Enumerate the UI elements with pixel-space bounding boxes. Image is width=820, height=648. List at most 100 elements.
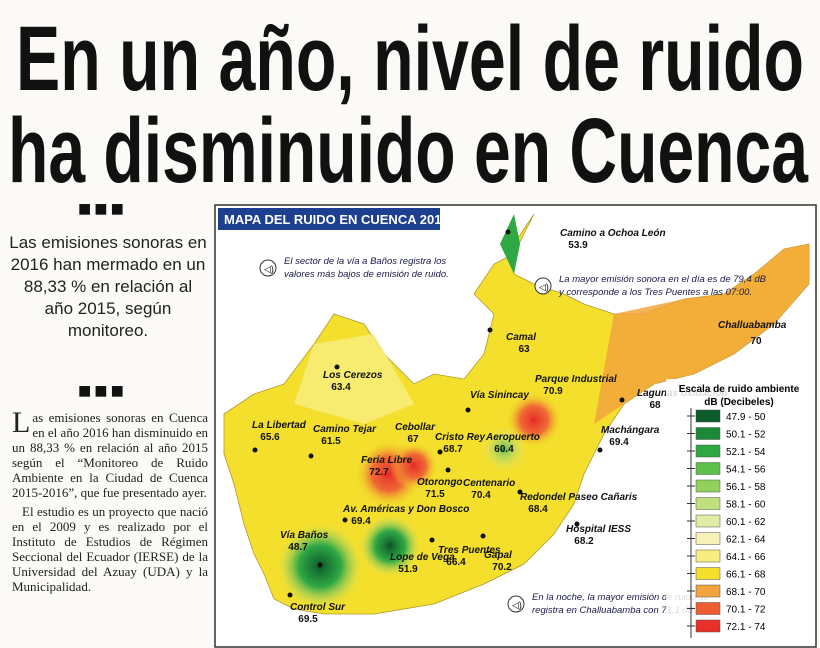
place-name: Camino Tejar bbox=[313, 424, 377, 435]
place-value: 68.7 bbox=[443, 444, 463, 455]
place-name: Redondel Paseo Cañaris bbox=[520, 492, 638, 503]
legend-swatch bbox=[695, 532, 721, 545]
place-value: 70.2 bbox=[492, 562, 512, 573]
legend: Escala de ruido ambiente dB (Decibeles) 47… bbox=[666, 379, 812, 644]
separator: ■■■ bbox=[78, 196, 127, 221]
place-dot bbox=[429, 537, 435, 543]
place-dot bbox=[517, 489, 523, 495]
legend-title: Escala de ruido ambiente bbox=[679, 384, 800, 395]
map-title-bar bbox=[218, 208, 440, 230]
place-value: 69.5 bbox=[298, 614, 318, 625]
place-value: 61.5 bbox=[321, 436, 341, 447]
place-name: Hospital IESS bbox=[566, 524, 631, 535]
place-dot bbox=[317, 562, 323, 568]
place-value: 70.9 bbox=[543, 386, 563, 397]
place-name: Aeropuerto bbox=[485, 432, 540, 443]
legend-label: 72.1 - 74 bbox=[726, 622, 766, 633]
headline-line: ha disminuido en Cuenca bbox=[8, 100, 809, 200]
place-dot bbox=[410, 462, 416, 468]
place-name: Feria Libre bbox=[361, 455, 413, 466]
place-value: 68 bbox=[649, 400, 661, 411]
place-name: Lope de Vega bbox=[390, 552, 455, 563]
place-value: 68.4 bbox=[528, 504, 548, 515]
place-dot bbox=[342, 517, 348, 523]
place-value: 51.9 bbox=[398, 564, 418, 575]
place-dot bbox=[480, 533, 486, 539]
place-name: Av. Américas y Don Bosco bbox=[342, 504, 469, 515]
paragraph: El estudio es un proyecto que nació en e… bbox=[12, 504, 208, 594]
note-line: La mayor emisión sonora en el día es de … bbox=[559, 274, 767, 285]
place-name: Challuabamba bbox=[718, 320, 787, 331]
place-name: Gapal bbox=[484, 550, 512, 561]
place-dot bbox=[437, 449, 443, 455]
note-line: El sector de la vía a Baños registra los bbox=[284, 256, 446, 267]
place-name: Vía Baños bbox=[280, 530, 329, 541]
place-dot bbox=[465, 407, 471, 413]
legend-box bbox=[666, 379, 812, 644]
legend-swatch bbox=[695, 567, 721, 580]
place-name: Centenario bbox=[463, 478, 515, 489]
place-value: 71.5 bbox=[425, 489, 445, 500]
legend-swatch bbox=[695, 584, 721, 598]
place-name: Control Sur bbox=[290, 602, 346, 613]
place-value: 60.4 bbox=[494, 444, 514, 455]
speaker-icon bbox=[507, 595, 525, 613]
legend-label: 54.1 - 56 bbox=[726, 465, 766, 476]
headline: En un año, nivel de ruido ha disminuido … bbox=[8, 8, 809, 200]
note-line: En la noche, la mayor emisión de ruido s… bbox=[532, 592, 709, 603]
place-name: Parque Industrial bbox=[535, 374, 617, 385]
place-dot bbox=[252, 447, 258, 453]
paragraph: Las emisiones sonoras en Cuenca en el añ… bbox=[12, 406, 208, 500]
speaker-glyph: ◁) bbox=[512, 600, 522, 610]
legend-label: 66.1 - 68 bbox=[726, 570, 766, 581]
legend-label: 58.1 - 60 bbox=[726, 500, 766, 511]
place-dot bbox=[334, 364, 340, 370]
place-value: 67 bbox=[407, 434, 419, 445]
legend-swatch bbox=[695, 409, 721, 423]
legend-title: dB (Decibeles) bbox=[704, 397, 773, 408]
place-dot bbox=[597, 447, 603, 453]
legend-label: 52.1 - 54 bbox=[726, 447, 766, 458]
legend-label: 62.1 - 64 bbox=[726, 535, 766, 546]
place-dot bbox=[619, 397, 625, 403]
note-line: registra en Challuabamba con 71,1 dB. bbox=[532, 605, 697, 616]
legend-swatch bbox=[695, 462, 721, 475]
legend-swatch bbox=[695, 619, 721, 633]
place-dot bbox=[487, 327, 493, 333]
article-body: Las emisiones sonoras en Cuenca en el añ… bbox=[12, 406, 208, 598]
place-name: Camal bbox=[506, 332, 536, 343]
place-dot bbox=[383, 472, 389, 478]
legend-label: 56.1 - 58 bbox=[726, 482, 766, 493]
place-value: 63 bbox=[518, 344, 530, 355]
place-name: Tres Puentes bbox=[438, 545, 501, 556]
legend-swatch bbox=[695, 602, 721, 615]
headline-line: En un año, nivel de ruido bbox=[16, 8, 804, 110]
place-name: Los Cerezos bbox=[323, 370, 383, 381]
place-name: Vía Sinincay bbox=[470, 390, 529, 401]
notes: ◁) El sector de la vía a Baños registra l… bbox=[259, 256, 767, 616]
place-dot bbox=[530, 417, 536, 423]
legend-label: 68.1 - 70 bbox=[726, 587, 766, 598]
place-name: La Libertad bbox=[252, 420, 307, 431]
separator: ■■■ bbox=[78, 378, 127, 403]
place-name: Camino a Ochoa León bbox=[560, 228, 666, 239]
speaker-glyph: ◁) bbox=[539, 282, 549, 292]
place-value: 70 bbox=[750, 336, 762, 347]
place-value: 48.7 bbox=[288, 542, 308, 553]
legend-label: 60.1 - 62 bbox=[726, 517, 766, 528]
place-dot bbox=[500, 447, 506, 453]
place-dot bbox=[505, 229, 511, 235]
place-value: 66.4 bbox=[446, 557, 466, 568]
place-dot bbox=[287, 592, 293, 598]
note-line: y corresponde a los Tres Puentes a las 0… bbox=[558, 287, 752, 298]
speaker-icon bbox=[259, 259, 277, 277]
place-value: 70.4 bbox=[471, 490, 491, 501]
legend-swatch bbox=[695, 497, 721, 510]
place-dot bbox=[387, 542, 393, 548]
place-name: Otorongo bbox=[417, 477, 463, 488]
legend-label: 47.9 - 50 bbox=[726, 412, 766, 423]
legend-label: 70.1 - 72 bbox=[726, 605, 766, 616]
city-area bbox=[500, 214, 520, 274]
place-name: Machángara bbox=[601, 425, 660, 436]
